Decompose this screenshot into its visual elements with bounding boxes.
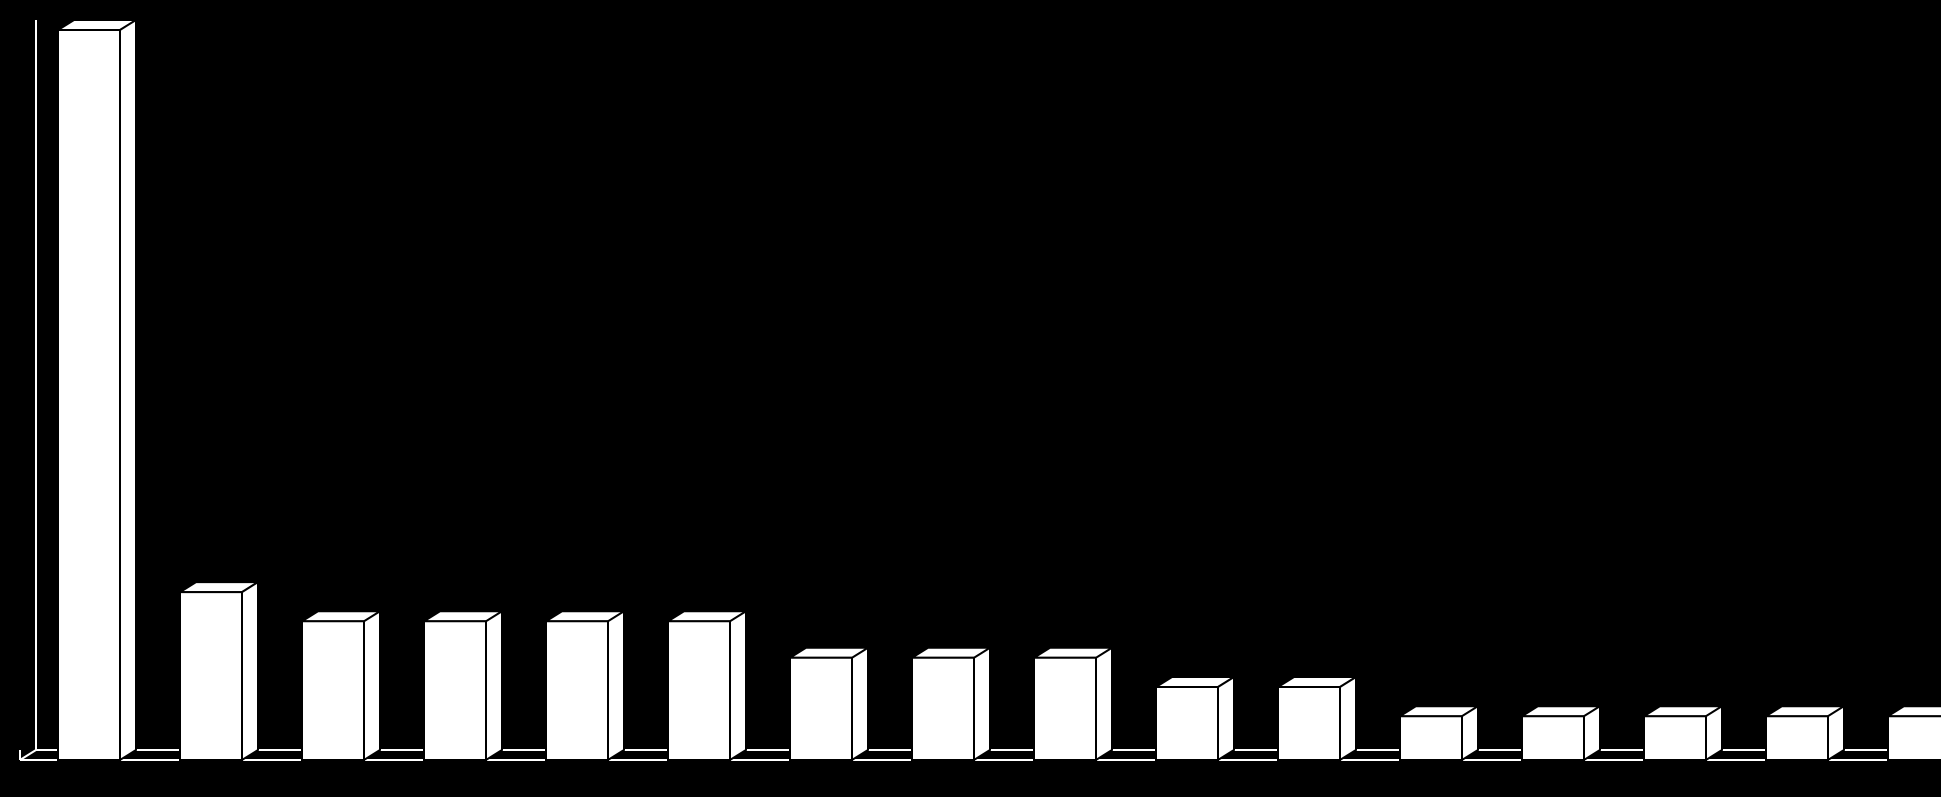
bar <box>180 582 258 760</box>
bar-side <box>1462 706 1478 760</box>
bar-side <box>608 611 624 760</box>
bar <box>1156 677 1234 760</box>
bar-front <box>1766 716 1828 760</box>
bar-side <box>120 20 136 760</box>
bar <box>1278 677 1356 760</box>
bar-front <box>424 621 486 760</box>
bar <box>302 611 380 760</box>
bar-front <box>1888 716 1941 760</box>
bar-front <box>1522 716 1584 760</box>
bar-front <box>668 621 730 760</box>
bar-side <box>486 611 502 760</box>
bar <box>912 648 990 760</box>
bar-side <box>1218 677 1234 760</box>
bar-front <box>180 592 242 760</box>
bar-side <box>242 582 258 760</box>
bar-front <box>1034 658 1096 760</box>
bar <box>546 611 624 760</box>
bar-side <box>1096 648 1112 760</box>
bar <box>1400 706 1478 760</box>
bar-front <box>1278 687 1340 760</box>
bar <box>1766 706 1844 760</box>
bar <box>1034 648 1112 760</box>
bar-front <box>912 658 974 760</box>
bar-side <box>852 648 868 760</box>
bar <box>1522 706 1600 760</box>
bar-front <box>1644 716 1706 760</box>
bar-front <box>546 621 608 760</box>
bar-side <box>1584 706 1600 760</box>
bar-side <box>1828 706 1844 760</box>
bar-side <box>364 611 380 760</box>
bar-chart-3d <box>0 0 1941 797</box>
bar-side <box>730 611 746 760</box>
bar-front <box>1400 716 1462 760</box>
bar-front <box>302 621 364 760</box>
bar <box>58 20 136 760</box>
bar <box>790 648 868 760</box>
bar-side <box>1706 706 1722 760</box>
bar-front <box>58 30 120 760</box>
bar <box>1644 706 1722 760</box>
bar <box>424 611 502 760</box>
bar-side <box>974 648 990 760</box>
bar <box>668 611 746 760</box>
bar-front <box>1156 687 1218 760</box>
bar-front <box>790 658 852 760</box>
bar <box>1888 706 1941 760</box>
bar-side <box>1340 677 1356 760</box>
